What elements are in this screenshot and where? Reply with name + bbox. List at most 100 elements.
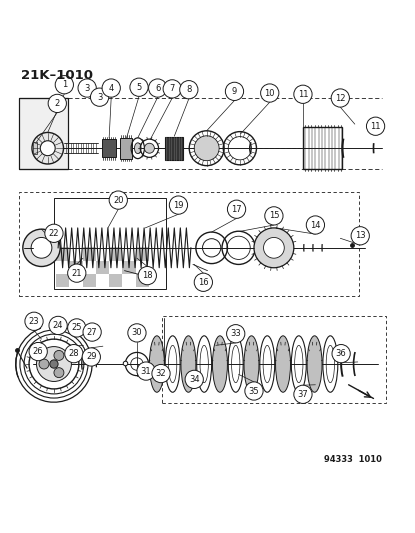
Circle shape — [294, 85, 312, 103]
Circle shape — [54, 368, 64, 378]
Circle shape — [83, 323, 101, 341]
Text: 8: 8 — [186, 85, 191, 94]
Text: 37: 37 — [298, 390, 308, 399]
Text: 21K–1010: 21K–1010 — [21, 69, 93, 83]
Circle shape — [90, 88, 109, 106]
Text: 34: 34 — [189, 375, 200, 384]
Bar — [19, 192, 359, 296]
Text: 10: 10 — [264, 88, 275, 98]
Text: 19: 19 — [173, 200, 184, 209]
Circle shape — [245, 382, 263, 400]
Circle shape — [55, 76, 73, 94]
Bar — [303, 127, 342, 169]
Circle shape — [294, 385, 312, 403]
Bar — [136, 274, 149, 287]
Text: 4: 4 — [109, 84, 114, 93]
Circle shape — [366, 117, 385, 135]
Circle shape — [144, 143, 154, 153]
Bar — [83, 247, 96, 261]
Bar — [19, 99, 68, 169]
Text: 12: 12 — [335, 93, 346, 102]
Circle shape — [225, 82, 244, 101]
Text: 18: 18 — [142, 271, 153, 280]
Circle shape — [227, 325, 245, 343]
Bar — [136, 247, 149, 261]
Bar — [162, 316, 386, 403]
Ellipse shape — [276, 336, 290, 392]
Circle shape — [128, 324, 146, 342]
Circle shape — [306, 216, 325, 234]
Text: 2: 2 — [55, 99, 60, 108]
Text: 32: 32 — [156, 369, 166, 378]
Ellipse shape — [307, 336, 322, 392]
Text: 11: 11 — [298, 90, 308, 99]
Text: 14: 14 — [310, 221, 321, 230]
Text: 16: 16 — [198, 278, 209, 287]
Circle shape — [169, 196, 188, 214]
Circle shape — [40, 141, 55, 156]
Circle shape — [149, 79, 167, 97]
Circle shape — [37, 346, 71, 382]
Circle shape — [45, 224, 63, 243]
Bar — [83, 274, 96, 287]
Text: 6: 6 — [155, 84, 160, 93]
Circle shape — [50, 360, 58, 368]
Text: 9: 9 — [232, 87, 237, 96]
Bar — [56, 247, 69, 261]
Circle shape — [351, 227, 369, 245]
Text: 15: 15 — [269, 212, 279, 220]
Bar — [165, 136, 183, 160]
Ellipse shape — [212, 336, 227, 392]
Circle shape — [180, 80, 198, 99]
Text: 94333  1010: 94333 1010 — [324, 455, 382, 464]
Bar — [122, 261, 136, 274]
Bar — [54, 198, 166, 289]
Circle shape — [331, 89, 349, 107]
Text: 21: 21 — [71, 269, 82, 278]
Circle shape — [68, 264, 86, 282]
Text: 3: 3 — [97, 93, 102, 102]
Bar — [102, 139, 116, 157]
Circle shape — [65, 344, 83, 363]
Circle shape — [23, 229, 60, 266]
Bar — [109, 274, 122, 287]
Ellipse shape — [244, 336, 259, 392]
Text: 11: 11 — [370, 122, 381, 131]
Text: 22: 22 — [49, 229, 59, 238]
Text: 5: 5 — [137, 83, 142, 92]
Text: 25: 25 — [71, 324, 82, 333]
Text: 20: 20 — [113, 196, 124, 205]
Bar — [56, 274, 69, 287]
Text: 17: 17 — [231, 205, 242, 214]
Text: 3: 3 — [85, 84, 90, 93]
Text: 24: 24 — [53, 321, 63, 330]
Ellipse shape — [149, 336, 164, 392]
Circle shape — [194, 136, 219, 160]
Text: 26: 26 — [33, 347, 44, 356]
Circle shape — [31, 237, 52, 258]
Circle shape — [163, 80, 181, 98]
Bar — [69, 261, 83, 274]
Circle shape — [332, 344, 350, 363]
Circle shape — [32, 133, 63, 164]
Circle shape — [264, 237, 284, 258]
Text: 31: 31 — [141, 367, 151, 376]
Ellipse shape — [134, 143, 141, 154]
Circle shape — [130, 78, 148, 96]
Circle shape — [82, 348, 100, 366]
Circle shape — [109, 191, 127, 209]
Text: 23: 23 — [29, 317, 39, 326]
Circle shape — [54, 350, 64, 360]
Bar — [96, 261, 109, 274]
Circle shape — [194, 273, 212, 292]
Bar — [109, 247, 122, 261]
Ellipse shape — [181, 336, 196, 392]
Circle shape — [185, 370, 203, 389]
Circle shape — [49, 316, 67, 335]
Circle shape — [152, 365, 170, 383]
Circle shape — [102, 79, 120, 97]
Circle shape — [138, 266, 156, 285]
Circle shape — [68, 319, 86, 337]
Text: 33: 33 — [230, 329, 241, 338]
Circle shape — [261, 84, 279, 102]
